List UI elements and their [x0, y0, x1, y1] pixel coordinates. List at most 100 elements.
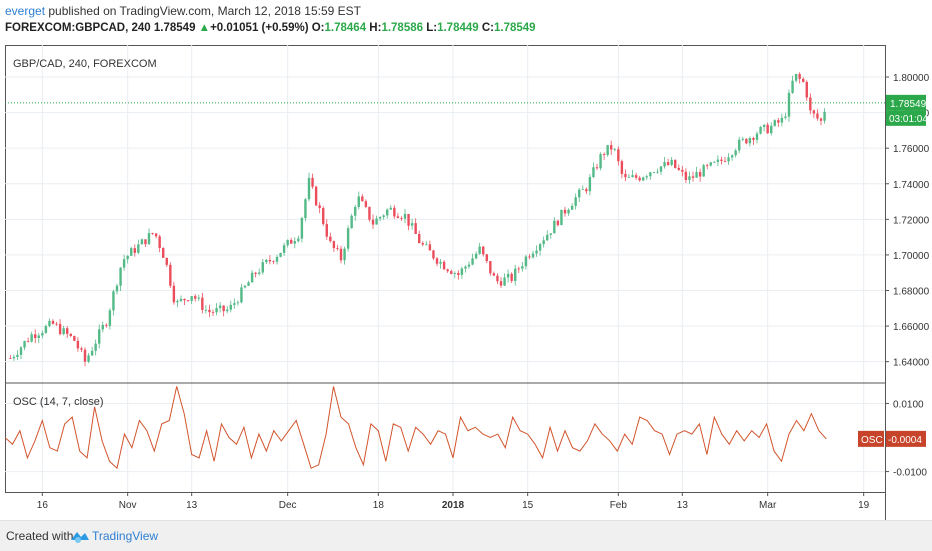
candle-body	[364, 201, 368, 207]
candle-body	[805, 81, 808, 98]
candle-body	[122, 259, 126, 268]
high-value: 1.78586	[381, 22, 424, 34]
candle-body	[620, 161, 624, 174]
candle-body	[154, 233, 158, 237]
time-tick-label: 2018	[442, 500, 465, 511]
last-price-marker: 1.78549 03:01:04	[5, 94, 928, 126]
candle-body	[581, 189, 584, 190]
candle-body	[570, 205, 574, 210]
candle-body	[752, 138, 755, 140]
time-tick-label: Feb	[610, 500, 628, 511]
candle-body	[12, 356, 16, 359]
publisher-name[interactable]: everget	[5, 4, 46, 18]
candle-body	[823, 111, 826, 121]
candle-body	[439, 261, 442, 264]
candle-body	[478, 246, 481, 254]
candle-body	[19, 347, 23, 355]
candle-body	[770, 125, 773, 134]
price-tick-label: 1.72000	[893, 215, 930, 226]
candle-body	[179, 298, 183, 301]
candle-body	[471, 258, 474, 265]
time-axis[interactable]: 16 Nov 13 Dec 18 2018 15 Feb 13 Mar 19	[5, 492, 885, 511]
published-text: published on TradingView.com, March 12, …	[45, 4, 362, 18]
oscillator-axis[interactable]: 0.0100 -0.0100	[885, 399, 927, 479]
candle-body	[396, 216, 400, 218]
candle-body	[549, 233, 552, 235]
candle-body	[204, 309, 208, 311]
candle-body	[780, 117, 784, 123]
time-tick-label: 15	[522, 500, 534, 511]
candle-body	[457, 273, 460, 275]
candle-body	[37, 335, 40, 338]
candle-body	[233, 303, 236, 305]
osc-tick-label: -0.0100	[893, 468, 927, 479]
candle-body	[677, 167, 680, 170]
candle-body	[524, 256, 528, 267]
candle-body	[55, 323, 58, 325]
candle-body	[108, 310, 112, 326]
candle-body	[510, 273, 513, 281]
time-tick-label: 16	[37, 500, 49, 511]
candle-body	[606, 145, 609, 156]
candle-body	[748, 138, 752, 144]
tradingview-logo-icon[interactable]	[70, 528, 90, 544]
candle-body	[293, 241, 296, 244]
candle-body	[656, 171, 659, 173]
candle-body	[297, 238, 300, 242]
candle-body	[428, 244, 432, 251]
countdown-label: 03:01:04	[889, 114, 928, 125]
candle-body	[538, 244, 542, 251]
candle-body	[741, 138, 744, 140]
time-tick-label: 13	[186, 500, 198, 511]
close-label: C:	[481, 22, 494, 34]
chart-area[interactable]: 1.800001.780001.760001.740001.720001.700…	[4, 45, 930, 520]
candle-body	[361, 196, 364, 202]
candle-body	[610, 145, 613, 150]
open-value: 1.78464	[324, 22, 367, 34]
candle-body	[215, 308, 218, 313]
candle-body	[282, 245, 286, 253]
candle-body	[514, 268, 517, 281]
candle-body	[368, 206, 371, 220]
candle-body	[23, 340, 26, 348]
candle-body	[624, 173, 627, 178]
candle-body	[382, 215, 385, 217]
osc-name-label: OSC	[861, 435, 883, 446]
candle-body	[446, 269, 449, 272]
low-label: L:	[426, 22, 438, 34]
candle-body	[26, 340, 30, 342]
candle-body	[240, 287, 243, 303]
candle-body	[343, 248, 346, 261]
candle-body	[688, 176, 691, 180]
candle-body	[247, 282, 250, 286]
candle-body	[762, 124, 766, 127]
candle-body	[745, 138, 748, 144]
candle-body	[709, 162, 712, 166]
created-with-text: Created with	[6, 529, 74, 543]
candle-body	[666, 162, 670, 165]
candle-body	[300, 218, 304, 239]
candle-body	[560, 209, 563, 226]
price-tick-label: 1.66000	[893, 322, 930, 333]
candle-body	[44, 326, 48, 333]
candle-body	[663, 162, 666, 167]
candle-body	[474, 253, 478, 259]
candle-body	[9, 358, 12, 359]
tradingview-brand[interactable]: TradingView	[92, 529, 159, 543]
chart-canvas[interactable]: 1.800001.780001.760001.740001.720001.700…	[4, 45, 930, 520]
candle-body	[197, 297, 200, 299]
candle-body	[393, 207, 396, 217]
candle-body	[503, 277, 506, 286]
candle-body	[314, 186, 318, 206]
candle-body	[592, 167, 595, 178]
candle-body	[730, 155, 734, 158]
countdown-badge	[886, 110, 926, 126]
candle-body	[435, 258, 439, 264]
candle-body	[403, 213, 407, 219]
candle-body	[631, 175, 634, 178]
last-price-badge-label: 1.78549	[890, 99, 927, 110]
candle-body	[183, 298, 186, 301]
oscillator-pane-title: OSC (14, 7, close)	[13, 396, 103, 408]
candle-body	[286, 239, 289, 246]
candle-body	[272, 261, 275, 263]
